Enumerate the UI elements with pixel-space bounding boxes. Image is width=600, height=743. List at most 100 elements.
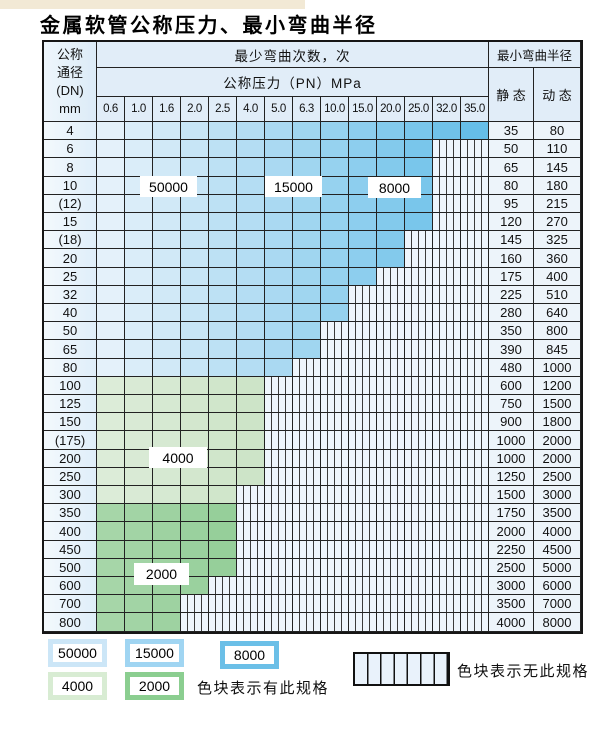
spec-cell (181, 413, 209, 432)
spec-cell (125, 213, 153, 232)
spec-cell (97, 194, 125, 214)
no-spec-cell (461, 358, 489, 377)
no-spec-cell (405, 340, 433, 359)
static-radius-value: 2250 (489, 540, 534, 559)
spec-cell (97, 395, 125, 414)
no-spec-cell (293, 613, 321, 632)
pressure-col-header: 0.6 (97, 97, 125, 122)
no-spec-cell (461, 194, 489, 214)
spec-cell (125, 504, 153, 523)
dn-row-label: 15 (44, 213, 97, 232)
spec-cell (293, 249, 321, 268)
dynamic-radius-value: 6000 (534, 577, 581, 596)
spec-cell (97, 267, 125, 286)
spec-cell (237, 431, 265, 450)
spec-cell (97, 231, 125, 250)
spec-cell (125, 285, 153, 305)
no-spec-cell (461, 285, 489, 305)
spec-cell (209, 376, 237, 396)
spec-cell (209, 486, 237, 505)
dynamic-radius-value: 4000 (534, 522, 581, 541)
legend-swatch-value: 8000 (225, 646, 274, 664)
static-radius-value: 120 (489, 213, 534, 232)
no-spec-cell (293, 376, 321, 396)
pressure-col-header: 15.0 (349, 97, 377, 122)
spec-cell (153, 613, 181, 632)
static-radius-value: 350 (489, 322, 534, 341)
no-spec-cell (265, 558, 293, 578)
pressure-col-header: 20.0 (377, 97, 405, 122)
no-spec-cell (265, 613, 293, 632)
static-header: 静 态 (489, 68, 534, 122)
spec-cell (405, 122, 433, 141)
spec-cell (153, 540, 181, 559)
spec-cell (153, 595, 181, 614)
dn-row-label: 600 (44, 577, 97, 596)
legend-no-spec-swatch (353, 652, 450, 686)
spec-cell (97, 413, 125, 432)
spec-cell (181, 122, 209, 141)
spec-cell (125, 358, 153, 377)
no-spec-cell (433, 595, 461, 614)
no-spec-cell (349, 395, 377, 414)
static-radius-value: 65 (489, 158, 534, 177)
spec-cell (265, 322, 293, 341)
no-spec-cell (461, 231, 489, 250)
no-spec-cell (349, 304, 377, 323)
static-radius-value: 3000 (489, 577, 534, 596)
bend-count-value-label: 8000 (368, 177, 421, 198)
static-radius-value: 95 (489, 194, 534, 214)
static-radius-value: 390 (489, 340, 534, 359)
spec-table: 公称 通径 (DN) mm 最少弯曲次数，次 最小弯曲半径 公称压力（PN）MP… (42, 40, 583, 634)
no-spec-cell (433, 486, 461, 505)
dynamic-radius-value: 1000 (534, 358, 581, 377)
spec-cell (97, 449, 125, 468)
no-spec-cell (405, 504, 433, 523)
no-spec-cell (433, 304, 461, 323)
spec-cell (321, 194, 349, 214)
no-spec-cell (405, 577, 433, 596)
dynamic-radius-value: 3500 (534, 504, 581, 523)
radius-header: 最小弯曲半径 (489, 42, 581, 68)
no-spec-cell (433, 395, 461, 414)
spec-cell (97, 176, 125, 195)
bend-count-value-label: 15000 (265, 176, 322, 197)
pressure-col-header: 1.6 (153, 97, 181, 122)
spec-cell (321, 176, 349, 195)
dynamic-radius-value: 2000 (534, 449, 581, 468)
spec-cell (97, 340, 125, 359)
no-spec-cell (209, 613, 237, 632)
spec-cell (293, 322, 321, 341)
spec-cell (433, 122, 461, 141)
spec-cell (97, 213, 125, 232)
spec-cell (97, 358, 125, 377)
no-spec-cell (265, 522, 293, 541)
no-spec-cell (349, 413, 377, 432)
static-radius-value: 900 (489, 413, 534, 432)
no-spec-cell (293, 467, 321, 487)
spec-cell (237, 322, 265, 341)
dynamic-radius-value: 8000 (534, 613, 581, 632)
no-spec-cell (405, 413, 433, 432)
no-spec-cell (461, 467, 489, 487)
no-spec-cell (405, 540, 433, 559)
no-spec-cell (265, 467, 293, 487)
spec-cell (97, 504, 125, 523)
no-spec-cell (377, 358, 405, 377)
dn-row-label: (12) (44, 194, 97, 214)
spec-cell (153, 267, 181, 286)
dynamic-radius-value: 845 (534, 340, 581, 359)
spec-cell (125, 395, 153, 414)
no-spec-cell (461, 158, 489, 177)
static-radius-value: 2000 (489, 522, 534, 541)
no-spec-cell (321, 340, 349, 359)
spec-cell (237, 140, 265, 159)
spec-cell (349, 140, 377, 159)
no-spec-cell (461, 577, 489, 596)
spec-cell (265, 140, 293, 159)
no-spec-cell (237, 558, 265, 578)
spec-cell (321, 140, 349, 159)
static-radius-value: 1000 (489, 431, 534, 450)
no-spec-cell (377, 395, 405, 414)
no-spec-cell (349, 340, 377, 359)
